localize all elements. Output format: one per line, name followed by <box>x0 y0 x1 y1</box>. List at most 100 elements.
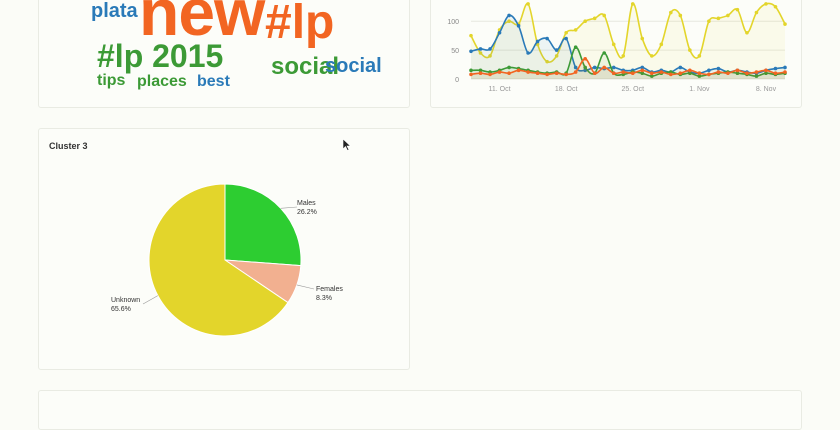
series-point[interactable] <box>535 39 540 44</box>
series-point[interactable] <box>707 68 711 73</box>
series-point[interactable] <box>583 56 587 61</box>
series-point[interactable] <box>640 71 645 76</box>
series-point[interactable] <box>688 68 692 73</box>
series-point[interactable] <box>669 10 673 15</box>
series-point[interactable] <box>649 54 654 58</box>
series-point[interactable] <box>469 33 473 38</box>
series-point[interactable] <box>488 47 492 51</box>
series-point[interactable] <box>735 68 740 73</box>
series-point[interactable] <box>640 65 645 70</box>
series-point[interactable] <box>507 71 511 76</box>
series-point[interactable] <box>659 42 664 47</box>
series-point[interactable] <box>516 24 521 28</box>
series-point[interactable] <box>745 71 749 76</box>
series-point[interactable] <box>783 65 787 70</box>
series-point[interactable] <box>592 16 597 21</box>
series-point[interactable] <box>688 71 692 76</box>
series-point[interactable] <box>469 72 473 77</box>
series-point[interactable] <box>526 70 530 74</box>
series-point[interactable] <box>726 71 730 76</box>
series-point[interactable] <box>745 30 749 35</box>
series-point[interactable] <box>573 28 578 32</box>
series-point[interactable] <box>573 70 578 74</box>
series-point[interactable] <box>611 71 616 76</box>
series-point[interactable] <box>469 49 473 54</box>
series-point[interactable] <box>554 71 559 76</box>
series-point[interactable] <box>764 71 768 76</box>
series-point[interactable] <box>707 72 711 77</box>
series-point[interactable] <box>640 68 645 73</box>
series-point[interactable] <box>469 68 473 73</box>
series-point[interactable] <box>488 72 492 77</box>
series-point[interactable] <box>564 36 568 41</box>
series-point[interactable] <box>573 45 578 50</box>
series-point[interactable] <box>678 65 683 70</box>
series-point[interactable] <box>526 51 530 55</box>
series-point[interactable] <box>764 2 768 6</box>
series-point[interactable] <box>688 48 692 52</box>
series-point[interactable] <box>602 65 607 70</box>
series-point[interactable] <box>716 16 721 21</box>
series-point[interactable] <box>640 36 645 41</box>
series-point[interactable] <box>754 70 759 74</box>
series-point[interactable] <box>773 4 778 9</box>
series-point[interactable] <box>678 71 683 76</box>
series-point[interactable] <box>507 13 511 18</box>
series-point[interactable] <box>630 2 635 6</box>
series-point[interactable] <box>602 13 607 18</box>
series-point[interactable] <box>592 71 597 76</box>
series-point[interactable] <box>735 7 740 12</box>
series-point[interactable] <box>716 66 721 71</box>
series-point[interactable] <box>478 71 483 76</box>
series-point[interactable] <box>478 47 483 51</box>
series-point[interactable] <box>507 65 511 70</box>
series-point[interactable] <box>649 71 654 76</box>
pie-slice-males[interactable] <box>224 183 302 267</box>
series-point[interactable] <box>545 72 549 77</box>
series-point[interactable] <box>659 70 664 74</box>
series-point[interactable] <box>630 71 635 76</box>
series-point[interactable] <box>554 48 559 52</box>
series-point[interactable] <box>488 54 492 58</box>
series-point[interactable] <box>592 65 597 70</box>
series-point[interactable] <box>554 54 559 58</box>
series-point[interactable] <box>726 13 730 18</box>
series-point[interactable] <box>783 22 787 26</box>
series-point[interactable] <box>583 65 587 70</box>
series-point[interactable] <box>764 68 768 73</box>
series-point[interactable] <box>602 51 607 55</box>
series-point[interactable] <box>516 68 521 73</box>
series-point[interactable] <box>545 36 549 41</box>
series-point[interactable] <box>583 19 587 24</box>
series-point[interactable] <box>497 70 502 74</box>
series-point[interactable] <box>535 71 540 76</box>
series-point[interactable] <box>611 65 616 70</box>
series-point[interactable] <box>754 74 759 78</box>
series-point[interactable] <box>564 30 568 35</box>
series-point[interactable] <box>621 54 626 58</box>
series-point[interactable] <box>497 30 502 35</box>
series-point[interactable] <box>697 71 702 76</box>
series-point[interactable] <box>669 72 673 77</box>
series-point[interactable] <box>526 2 530 6</box>
series-point[interactable] <box>478 68 483 73</box>
series-point[interactable] <box>621 70 626 74</box>
series-point[interactable] <box>697 74 702 78</box>
series-point[interactable] <box>573 65 578 70</box>
series-point[interactable] <box>716 70 721 74</box>
series-point[interactable] <box>754 10 759 15</box>
series-point[interactable] <box>707 19 711 24</box>
series-point[interactable] <box>773 71 778 76</box>
series-point[interactable] <box>735 71 740 76</box>
series-point[interactable] <box>545 59 549 64</box>
series-point[interactable] <box>611 42 616 47</box>
series-point[interactable] <box>678 13 683 18</box>
series-point[interactable] <box>697 54 702 58</box>
pie-label: Females <box>316 286 343 293</box>
series-point[interactable] <box>649 74 654 78</box>
series-point[interactable] <box>783 70 787 74</box>
series-point[interactable] <box>773 66 778 71</box>
series-point[interactable] <box>564 72 568 77</box>
series-point[interactable] <box>507 19 511 24</box>
series-point[interactable] <box>478 51 483 55</box>
